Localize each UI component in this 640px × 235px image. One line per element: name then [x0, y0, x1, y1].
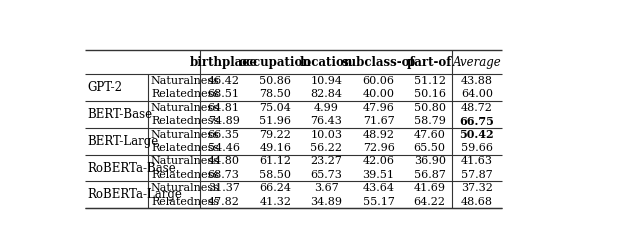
- Text: 68.51: 68.51: [207, 90, 239, 99]
- Text: 37.32: 37.32: [461, 183, 493, 193]
- Text: 10.03: 10.03: [310, 129, 342, 140]
- Text: 71.67: 71.67: [363, 116, 394, 126]
- Text: 50.86: 50.86: [259, 76, 291, 86]
- Text: 58.79: 58.79: [413, 116, 445, 126]
- Text: Naturalness: Naturalness: [151, 129, 220, 140]
- Text: Average: Average: [452, 56, 501, 69]
- Text: 23.27: 23.27: [310, 156, 342, 166]
- Text: 51.12: 51.12: [413, 76, 445, 86]
- Text: birthplace: birthplace: [189, 56, 257, 69]
- Text: 44.80: 44.80: [207, 156, 239, 166]
- Text: 34.89: 34.89: [310, 196, 342, 207]
- Text: Relatedness: Relatedness: [151, 143, 219, 153]
- Text: 56.22: 56.22: [310, 143, 342, 153]
- Text: 40.00: 40.00: [363, 90, 395, 99]
- Text: 46.42: 46.42: [207, 76, 239, 86]
- Text: Relatedness: Relatedness: [151, 116, 219, 126]
- Text: 64.81: 64.81: [207, 103, 239, 113]
- Text: 65.50: 65.50: [413, 143, 445, 153]
- Text: 65.73: 65.73: [310, 170, 342, 180]
- Text: Relatedness: Relatedness: [151, 170, 219, 180]
- Text: 57.87: 57.87: [461, 170, 493, 180]
- Text: GPT-2: GPT-2: [88, 81, 122, 94]
- Text: 43.88: 43.88: [461, 76, 493, 86]
- Text: 54.46: 54.46: [207, 143, 239, 153]
- Text: 55.17: 55.17: [363, 196, 394, 207]
- Text: 41.69: 41.69: [413, 183, 445, 193]
- Text: 47.60: 47.60: [413, 129, 445, 140]
- Text: 50.42: 50.42: [460, 129, 494, 140]
- Text: 3.67: 3.67: [314, 183, 339, 193]
- Text: 58.50: 58.50: [259, 170, 291, 180]
- Text: Naturalness: Naturalness: [151, 103, 220, 113]
- Text: 60.06: 60.06: [363, 76, 395, 86]
- Text: 64.22: 64.22: [413, 196, 445, 207]
- Text: part-of: part-of: [407, 56, 452, 69]
- Text: 64.00: 64.00: [461, 90, 493, 99]
- Text: 78.50: 78.50: [259, 90, 291, 99]
- Text: occupation: occupation: [239, 56, 312, 69]
- Text: 47.96: 47.96: [363, 103, 394, 113]
- Text: 48.92: 48.92: [363, 129, 395, 140]
- Text: 74.89: 74.89: [207, 116, 239, 126]
- Text: 43.64: 43.64: [363, 183, 395, 193]
- Text: 31.37: 31.37: [207, 183, 239, 193]
- Text: 51.96: 51.96: [259, 116, 291, 126]
- Text: 66.35: 66.35: [207, 129, 239, 140]
- Text: location: location: [300, 56, 353, 69]
- Text: RoBERTa-Large: RoBERTa-Large: [88, 188, 182, 201]
- Text: 59.66: 59.66: [461, 143, 493, 153]
- Text: subclass-of: subclass-of: [342, 56, 415, 69]
- Text: 66.24: 66.24: [259, 183, 291, 193]
- Text: Naturalness: Naturalness: [151, 156, 220, 166]
- Text: 72.96: 72.96: [363, 143, 394, 153]
- Text: BERT-Base: BERT-Base: [88, 108, 152, 121]
- Text: 56.87: 56.87: [413, 170, 445, 180]
- Text: BERT-Large: BERT-Large: [88, 135, 159, 148]
- Text: 50.16: 50.16: [413, 90, 445, 99]
- Text: RoBERTa-Base: RoBERTa-Base: [88, 162, 176, 175]
- Text: 39.51: 39.51: [363, 170, 395, 180]
- Text: 10.94: 10.94: [310, 76, 342, 86]
- Text: 48.72: 48.72: [461, 103, 493, 113]
- Text: Relatedness: Relatedness: [151, 90, 219, 99]
- Text: 79.22: 79.22: [259, 129, 291, 140]
- Text: 41.63: 41.63: [461, 156, 493, 166]
- Text: 4.99: 4.99: [314, 103, 339, 113]
- Text: 48.68: 48.68: [461, 196, 493, 207]
- Text: 41.32: 41.32: [259, 196, 291, 207]
- Text: 76.43: 76.43: [310, 116, 342, 126]
- Text: 68.73: 68.73: [207, 170, 239, 180]
- Text: 36.90: 36.90: [413, 156, 445, 166]
- Text: 61.12: 61.12: [259, 156, 291, 166]
- Text: 82.84: 82.84: [310, 90, 342, 99]
- Text: Naturalness: Naturalness: [151, 76, 220, 86]
- Text: 42.06: 42.06: [363, 156, 395, 166]
- Text: 49.16: 49.16: [259, 143, 291, 153]
- Text: Relatedness: Relatedness: [151, 196, 219, 207]
- Text: 47.82: 47.82: [207, 196, 239, 207]
- Text: Naturalness: Naturalness: [151, 183, 220, 193]
- Text: 75.04: 75.04: [259, 103, 291, 113]
- Text: 66.75: 66.75: [460, 116, 494, 127]
- Text: 50.80: 50.80: [413, 103, 445, 113]
